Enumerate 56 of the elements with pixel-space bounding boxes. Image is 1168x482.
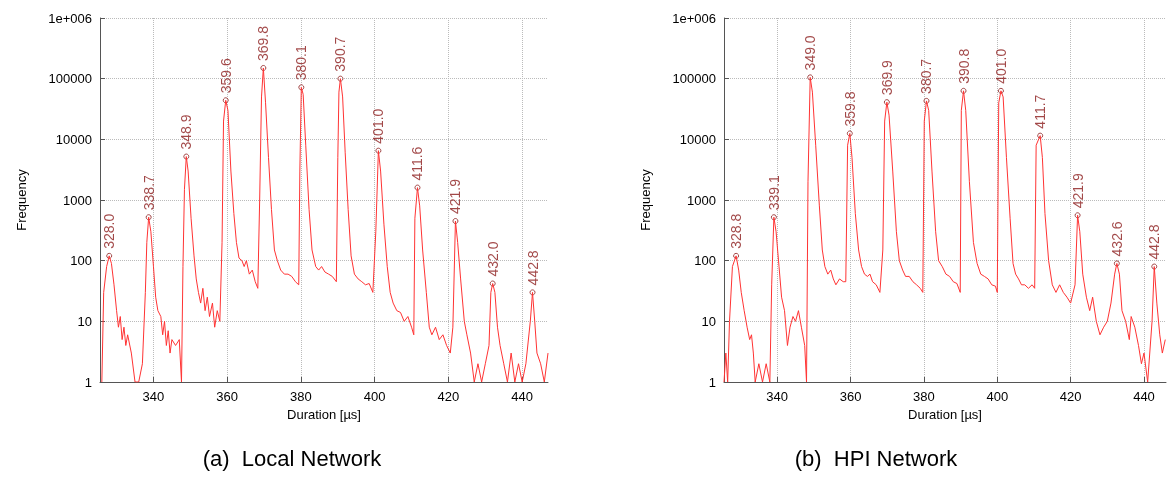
y-tick-label: 100 [70,253,92,269]
annotation: 421.9 [1069,173,1086,209]
x-tick-label: 440 [1133,389,1155,404]
annotation: 432.0 [484,241,501,277]
annotation: 348.9 [178,114,195,150]
x-tick-label: 400 [363,389,386,404]
annotation: 339.1 [765,174,782,211]
annotation: 369.8 [255,25,272,61]
annotation: 390.8 [955,48,972,84]
annotation: 432.6 [1108,221,1125,257]
annotation: 380.1 [293,45,310,81]
x-tick-label: 360 [839,389,862,404]
y-tick-label: 10 [701,313,716,329]
x-tick-label: 340 [142,389,165,404]
text: (a) Local Network [202,445,383,471]
y-tick-label: 1e+006 [672,10,716,26]
y-tick-label: 1000 [687,192,716,208]
y-tick-label: 1000 [63,192,92,208]
y-axis-title: Frequency [638,168,653,231]
annotation: 411.6 [409,146,426,181]
x-axis-title: Duration [µs] [287,406,361,422]
annotation: 349.0 [802,35,819,71]
y-tick-label: 10000 [679,131,716,147]
y-tick-label: 1e+006 [48,10,92,26]
annotation: 359.6 [217,58,234,94]
y-tick-label: 100000 [672,71,716,87]
y-tick-label: 1 [708,374,716,390]
annotation: 390.7 [332,36,349,72]
x-tick-label: 360 [216,389,239,404]
text: (b) HPI Network [794,445,959,471]
annotation: 401.0 [370,108,387,144]
x-axis-title: Duration [µs] [908,406,982,422]
y-tick-label: 100 [694,253,716,269]
x-tick-label: 400 [986,389,1009,404]
annotation: 328.0 [101,213,118,249]
x-tick-label: 440 [511,389,534,404]
annotation: 442.8 [524,250,541,286]
annotation: 411.7 [1032,94,1049,129]
y-tick-label: 100000 [48,71,92,87]
annotation: 369.9 [878,59,895,96]
x-tick-label: 420 [1059,389,1082,404]
y-axis-title: Frequency [14,168,29,231]
y-tick-label: 10000 [55,131,92,147]
annotation: 359.8 [841,91,858,127]
annotation: 421.9 [447,178,464,215]
annotation: 328.8 [728,213,745,249]
x-tick-label: 380 [290,389,312,404]
annotation: 442.8 [1146,224,1163,260]
y-tick-label: 1 [84,374,92,390]
annotation: 401.0 [992,48,1009,84]
annotation: 338.7 [140,174,157,211]
x-tick-label: 340 [766,389,789,404]
y-tick-label: 10 [77,313,92,329]
x-tick-label: 420 [437,389,460,404]
x-tick-label: 380 [913,389,935,404]
annotation: 380.7 [918,58,935,94]
